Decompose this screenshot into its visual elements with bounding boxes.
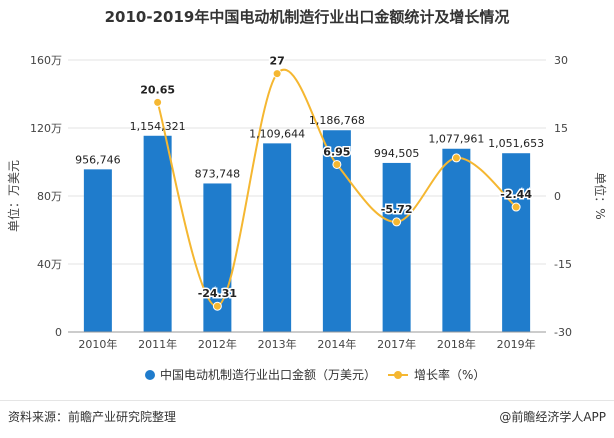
- x-tick-label: 2019年: [497, 337, 536, 351]
- bar: [442, 148, 471, 332]
- legend-bar-swatch: [145, 370, 155, 380]
- growth-value-label: 6.95: [323, 145, 350, 158]
- x-tick-label: 2014年: [317, 337, 356, 351]
- growth-value-label: 27: [269, 55, 284, 68]
- y-right-tick-label: -30: [554, 326, 572, 339]
- y-right-axis-title: 单位：%: [593, 172, 608, 219]
- bar: [382, 162, 411, 332]
- growth-point: [511, 202, 521, 212]
- bar-value-label: 1,154,321: [130, 120, 186, 133]
- bar-value-label: 1,051,653: [488, 137, 544, 150]
- growth-value-label: 20.65: [140, 83, 175, 96]
- axes: 0 40万 80万 120万 160万 -30 -15 0 15 30 单位：万美元 单位：% 2010…: [6, 54, 608, 351]
- x-tick-label: 2013年: [258, 337, 297, 351]
- growth-point: [451, 153, 461, 163]
- y-left-tick-label: 0: [55, 326, 62, 339]
- data-labels: 956,746 1,154,321 873,748 1,109,644 1,186,76…: [75, 53, 544, 302]
- bar: [83, 169, 112, 332]
- legend: 中国电动机制造行业出口金额（万美元） 增长率（%）: [145, 367, 485, 382]
- bar-value-label: 873,748: [195, 167, 241, 180]
- growth-value-label: -24.31: [198, 287, 237, 300]
- y-right-tick-label: -15: [554, 258, 572, 271]
- bar: [263, 143, 292, 332]
- y-right-tick-label: 0: [554, 190, 561, 203]
- bar-value-label: 1,077,961: [428, 133, 484, 146]
- x-tick-label: 2017年: [377, 337, 416, 351]
- bar-value-label: 1,109,644: [249, 127, 305, 140]
- x-tick-label: 2012年: [198, 337, 237, 351]
- footer-divider: [0, 400, 614, 401]
- legend-bar-label: 中国电动机制造行业出口金额（万美元）: [160, 367, 376, 382]
- growth-point: [212, 301, 222, 311]
- legend-line-label: 增长率（%）: [414, 367, 485, 382]
- y-left-tick-label: 120万: [30, 122, 62, 135]
- growth-line-path: [156, 69, 517, 308]
- x-tick-label: 2010年: [78, 337, 117, 351]
- y-right-tick-label: 15: [554, 122, 568, 135]
- growth-point: [392, 217, 402, 227]
- x-tick-label: 2011年: [138, 337, 177, 351]
- bars: [83, 130, 531, 332]
- y-left-tick-label: 80万: [37, 190, 62, 203]
- growth-value-label: -2.44: [500, 188, 532, 201]
- legend-line-marker: [394, 371, 402, 379]
- growth-line: [153, 69, 521, 311]
- growth-value-label: -5.72: [381, 203, 413, 216]
- growth-point: [272, 69, 282, 79]
- bar-value-label: 956,746: [75, 153, 121, 166]
- bar: [502, 153, 531, 332]
- growth-point: [153, 97, 163, 107]
- y-left-axis-title: 单位：万美元: [6, 160, 21, 232]
- x-tick-label: 2018年: [437, 337, 476, 351]
- chart-title: 2010-2019年中国电动机制造行业出口金额统计及增长情况: [104, 8, 510, 26]
- y-left-tick-label: 40万: [37, 258, 62, 271]
- y-right-tick-label: 30: [554, 54, 568, 67]
- y-left-tick-label: 160万: [30, 54, 62, 67]
- brand-label: @前瞻经济学人APP: [499, 410, 606, 424]
- bar-value-label: 1,186,768: [309, 114, 365, 127]
- combo-chart: 0 40万 80万 120万 160万 -30 -15 0 15 30 单位：万美元 单位：% 2010…: [6, 53, 608, 382]
- bar-value-label: 994,505: [374, 147, 420, 160]
- growth-point: [332, 159, 342, 169]
- bar: [143, 135, 172, 332]
- source-note: 资料来源：前瞻产业研究院整理: [8, 410, 177, 424]
